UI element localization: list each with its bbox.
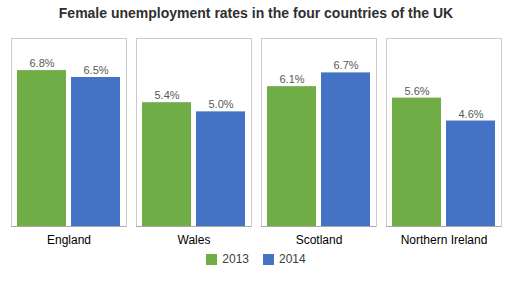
- svg-text:5.6%: 5.6%: [404, 85, 429, 97]
- svg-text:5.0%: 5.0%: [208, 98, 233, 110]
- svg-text:6.8%: 6.8%: [29, 57, 54, 69]
- svg-text:4.6%: 4.6%: [458, 108, 483, 120]
- svg-text:6.5%: 6.5%: [83, 64, 108, 76]
- svg-text:England: England: [47, 233, 91, 247]
- svg-text:Northern Ireland: Northern Ireland: [401, 233, 488, 247]
- html-text:Female unemployment rates in t: Female unemployment rates in the four co…: [58, 5, 454, 21]
- svg-text:6.7%: 6.7%: [333, 59, 358, 71]
- svg-text:6.1%: 6.1%: [279, 73, 304, 85]
- html-text:2013: 2013: [222, 252, 249, 266]
- svg-text:Wales: Wales: [178, 233, 211, 247]
- html-text:2014: 2014: [279, 252, 306, 266]
- svg-text:Scotland: Scotland: [296, 233, 343, 247]
- svg-text:5.4%: 5.4%: [154, 89, 179, 101]
